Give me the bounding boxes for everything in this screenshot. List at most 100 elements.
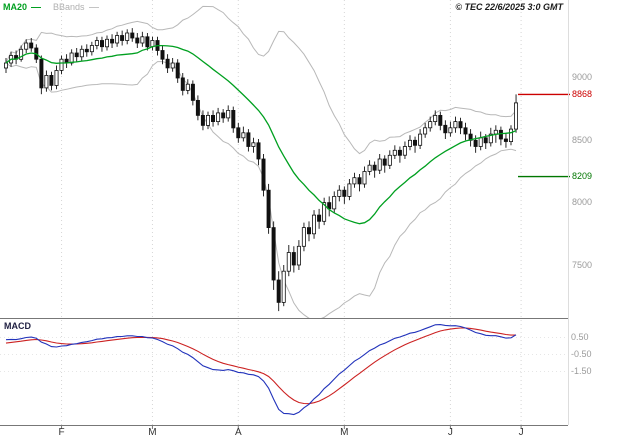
price-tick-label: 9000 [572,72,593,83]
candle-body [246,132,251,147]
candle-body [160,50,165,60]
candle-body [39,58,44,89]
candle-body [311,214,316,235]
candle-body [69,52,74,64]
candle-body [251,142,256,147]
candle-body [296,245,301,266]
bbands-line-swatch [88,6,99,8]
candle-body [79,48,84,58]
candle-body [205,115,210,126]
candle-body [175,62,180,79]
candle-body [402,146,407,156]
candle-body [407,139,412,147]
candle-body [342,189,347,197]
month-label-j: J [518,427,524,438]
candle-body [337,189,342,197]
macd-panel-label: MACD [4,321,31,331]
candle-body [185,83,190,91]
candle-body [190,83,195,101]
candle-body [276,279,281,303]
candle-body [226,110,231,119]
candle-body [54,70,59,86]
candle-body [423,127,428,135]
macd-line [5,324,517,416]
candle-body [498,129,503,140]
bollinger-upper-band-line [5,5,517,155]
candle-body [261,158,266,191]
candle-body [438,115,443,126]
candle-body [145,36,150,48]
candle-body [412,139,417,146]
candle-body [448,127,453,134]
candle-body [382,158,387,166]
candle-body [508,128,513,143]
level-price-label-support: 8209 [572,171,593,182]
candle-body [24,42,29,50]
month-label-a: A [234,427,242,438]
candle-body [44,75,49,89]
candle-body [100,40,105,48]
ma20-line [5,44,517,225]
candle-body [216,112,221,123]
candle-body [170,62,175,69]
ma20-label: MA20 [3,2,28,12]
candle-body [221,112,226,119]
candle-body [74,52,79,58]
candle-body [29,42,34,49]
candle-body [418,133,423,146]
candle-body [372,164,377,171]
candle-body [210,115,215,123]
candle-body [286,252,291,272]
bollinger-lower-band-line [5,61,517,318]
candle-body [231,110,236,129]
candle-body [180,77,185,91]
macd-plot-area[interactable] [0,318,568,425]
price-plot-area[interactable] [0,0,568,318]
candle-body [357,177,362,185]
price-tick-label: 8500 [572,134,593,145]
level-price-label-resistance: 8868 [572,88,593,99]
candle-body [271,227,276,281]
price-tick-label: 8000 [572,197,593,208]
candle-body [110,38,115,44]
macd-tick-label: -1.50 [571,366,592,376]
candle-body [473,139,478,147]
bbands-label: BBands [53,2,85,12]
price-tick-label: 7500 [572,259,593,270]
candle-body [140,36,145,44]
candle-body [503,138,508,142]
chart-legend: MA20 BBands [3,2,99,12]
candle-body [89,45,94,53]
candle-body [458,121,463,129]
month-label-f: F [58,427,65,438]
candle-body [281,270,286,303]
candle-body [463,127,468,135]
candle-body [125,32,130,41]
macd-tick-label: 0.50 [571,332,589,342]
candle-body [120,35,125,41]
candle-body [256,142,261,160]
copyright-timestamp: © TEC 22/6/2025 3:0 GMT [455,2,563,12]
candle-body [19,48,24,60]
candle-body [59,58,64,71]
candle-body [306,227,311,235]
candle-body [347,183,352,197]
legend-bbands: BBands [53,2,99,12]
candle-body [362,171,367,185]
candle-body [397,149,402,156]
candle-body [488,133,493,144]
macd-signal-line [5,327,516,405]
candle-body [317,214,322,222]
candle-body [195,100,200,116]
month-label-m: M [340,427,349,438]
candle-body [392,149,397,156]
candle-body [200,115,205,126]
candle-body [266,189,271,228]
month-label-m: M [148,427,157,438]
candle-body [135,37,140,44]
candle-body [94,40,99,46]
candle-body [514,102,519,130]
candle-body [130,32,135,39]
